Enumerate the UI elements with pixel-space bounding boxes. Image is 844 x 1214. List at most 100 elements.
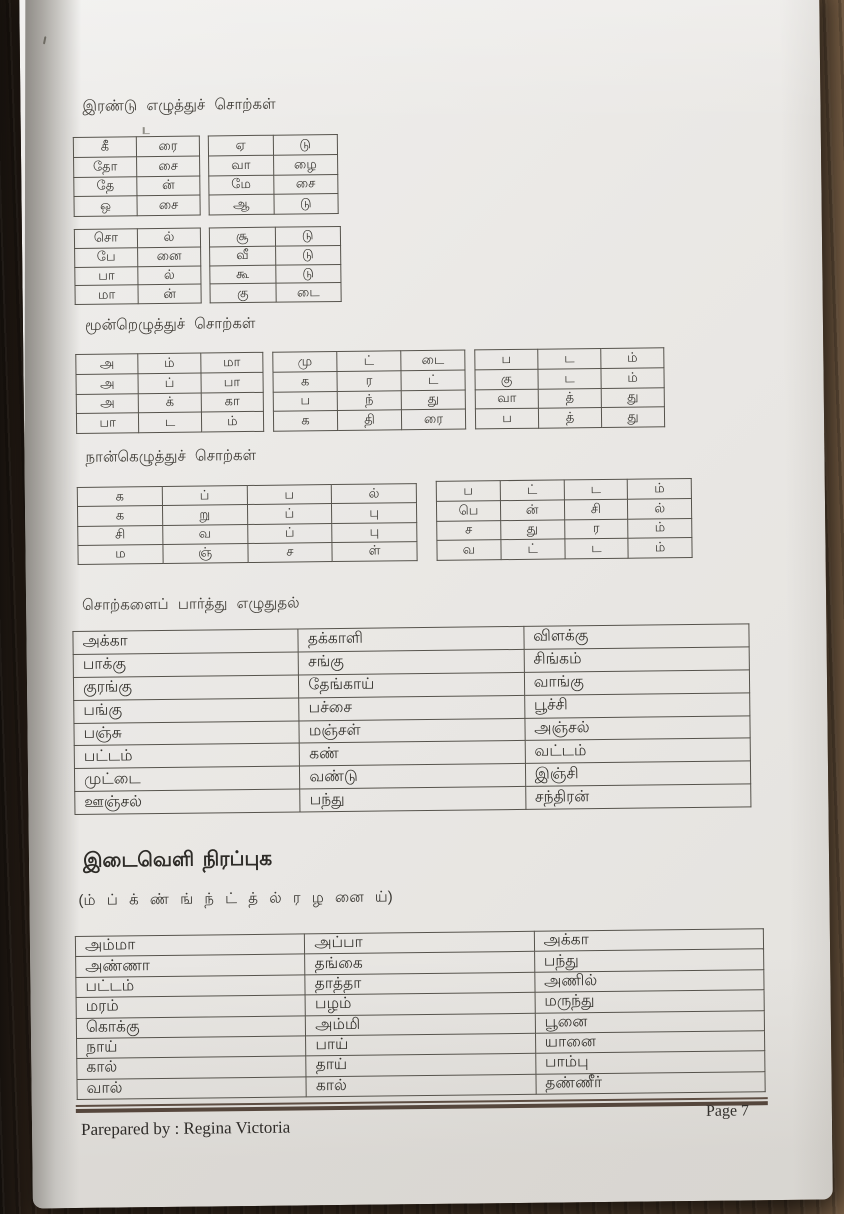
- table-cell: ச: [247, 542, 333, 563]
- table-cell: அ: [75, 373, 139, 394]
- table-cell: பா: [200, 372, 264, 393]
- table-cell: ட்: [500, 539, 565, 560]
- table-cell: ச: [436, 520, 501, 541]
- table-cell: தே: [73, 176, 137, 197]
- table-cell: று: [162, 504, 248, 525]
- table-cell: கீ: [73, 136, 137, 158]
- three-letter-table-a: அ ம் மா அ ப் பா அ க் கா பா ட ம்: [75, 352, 264, 434]
- table-cell: பச்சை: [299, 695, 525, 721]
- table-cell: ட்: [336, 350, 401, 372]
- table-cell: க: [273, 410, 338, 432]
- table-cell: மருந்து: [534, 989, 765, 1013]
- four-letter-table-a: க ப் ப ல் க று ப் பு சி வ ப் பு ம ஞ் ச ள்: [77, 483, 418, 565]
- page-number: Page 7: [705, 1102, 750, 1120]
- section-heading-three-letter-words: மூன்றெழுத்துச் சொற்கள்: [84, 314, 256, 334]
- table-cell: மா: [74, 284, 139, 305]
- table-cell: முட்டை: [74, 766, 301, 792]
- table-cell: அக்கா: [534, 928, 764, 952]
- three-letter-table-c: ப ட ம் கு ட ம் வா த் து ப த் து: [474, 347, 665, 429]
- section-heading-fill-blanks: இடைவெளி நிரப்புக: [82, 847, 273, 872]
- table-row: வ ட் ட ம்: [436, 537, 693, 561]
- table-cell: ம்: [627, 478, 692, 499]
- table-cell: க: [77, 505, 163, 526]
- table-cell: கொக்கு: [76, 1015, 306, 1039]
- table-row: க தி ரை: [273, 409, 466, 432]
- table-cell: பா: [76, 412, 139, 434]
- table-cell: து: [401, 389, 466, 411]
- table-row: வா ழை: [208, 154, 338, 176]
- table-cell: மு: [272, 351, 337, 372]
- table-cell: தி: [337, 410, 402, 431]
- table-cell: து: [601, 407, 665, 428]
- two-letter-table-d: சூ டு வீ டு கூ டு கு டை: [209, 226, 342, 303]
- table-cell: து: [601, 387, 665, 408]
- table-cell: டு: [275, 245, 341, 265]
- table-cell: பழம்: [305, 992, 535, 1016]
- worksheet-page: இரண்டு எழுத்துச் சொற்கள் கீ ரை தோ சை தே ன் ஒ சை…: [19, 0, 833, 1209]
- table-cell: க்: [138, 392, 202, 413]
- table-row: கு ட ம்: [474, 367, 665, 390]
- table-cell: ம்: [201, 411, 264, 433]
- table-cell: ல்: [137, 228, 201, 248]
- table-cell: ன்: [136, 175, 200, 197]
- table-cell: ந்: [337, 390, 402, 411]
- table-row: ப த் து: [475, 407, 665, 429]
- table-cell: அப்பா: [304, 931, 535, 955]
- table-cell: சந்திரன்: [525, 783, 751, 810]
- table-cell: ம: [77, 544, 163, 565]
- table-cell: டு: [275, 263, 341, 284]
- table-row: ஒ சை: [73, 195, 201, 217]
- table-cell: சொ: [74, 228, 138, 249]
- table-cell: மா: [200, 352, 263, 373]
- table-row: சொ ல்: [74, 228, 201, 249]
- table-cell: பந்து: [534, 949, 764, 973]
- table-cell: ப்: [162, 485, 247, 506]
- table-cell: சி: [77, 524, 163, 546]
- table-row: சூ டு: [209, 226, 341, 247]
- table-cell: டு: [273, 193, 339, 215]
- table-cell: கால்: [306, 1073, 536, 1097]
- table-cell: அண்ணா: [75, 954, 306, 978]
- table-cell: ஏ: [208, 135, 274, 156]
- table-row: வா த் து: [475, 387, 665, 410]
- table-cell: ப்: [138, 372, 201, 394]
- table-cell: ட: [564, 538, 629, 559]
- table-cell: கு: [474, 368, 539, 390]
- table-row: க ர ட்: [272, 369, 466, 392]
- table-cell: த்: [538, 407, 602, 429]
- table-cell: சை: [136, 195, 201, 216]
- table-cell: கா: [200, 391, 264, 413]
- table-cell: மஞ்சள்: [299, 717, 525, 744]
- section-heading-four-letter-words: நான்கெழுத்துச் சொற்கள்: [85, 446, 257, 466]
- table-row: ஆ டு: [208, 193, 339, 215]
- table-cell: சை: [136, 155, 200, 177]
- table-cell: கண்: [299, 740, 526, 767]
- table-cell: கு: [209, 283, 276, 303]
- table-cell: ஊஞ்சல்: [74, 789, 301, 815]
- table-cell: ம்: [600, 347, 664, 369]
- table-row: கூ டு: [209, 263, 341, 285]
- table-cell: ல்: [137, 265, 201, 285]
- table-cell: தண்ணீர்: [535, 1071, 766, 1095]
- table-row: ப ந் து: [273, 389, 466, 412]
- table-cell: ரை: [136, 136, 200, 157]
- table-cell: வ: [436, 539, 501, 561]
- copy-words-table: அக்கா தக்காளி விளக்கு பாக்கு சங்கு சிங்கம் குர…: [72, 623, 751, 815]
- table-cell: ட: [537, 348, 601, 369]
- table-row: ப ட ம்: [474, 347, 664, 370]
- table-cell: ஒ: [73, 196, 138, 217]
- two-letter-table-b: ஏ டு வா ழை மே சை ஆ டு: [208, 134, 339, 215]
- table-row: பே னை: [74, 246, 201, 267]
- table-cell: பூனை: [534, 1010, 765, 1034]
- table-cell: தோ: [73, 156, 137, 177]
- table-row: மு ட் டை: [272, 350, 465, 372]
- table-row: தே ன்: [73, 175, 200, 197]
- table-cell: பங்கு: [73, 697, 300, 724]
- table-cell: யானை: [535, 1030, 765, 1054]
- table-cell: விளக்கு: [523, 623, 750, 650]
- table-row: அ க் கா: [76, 391, 264, 414]
- table-row: வீ டு: [209, 245, 341, 266]
- table-cell: பட்டம்: [75, 974, 306, 998]
- table-cell: தேங்காய்: [298, 672, 525, 698]
